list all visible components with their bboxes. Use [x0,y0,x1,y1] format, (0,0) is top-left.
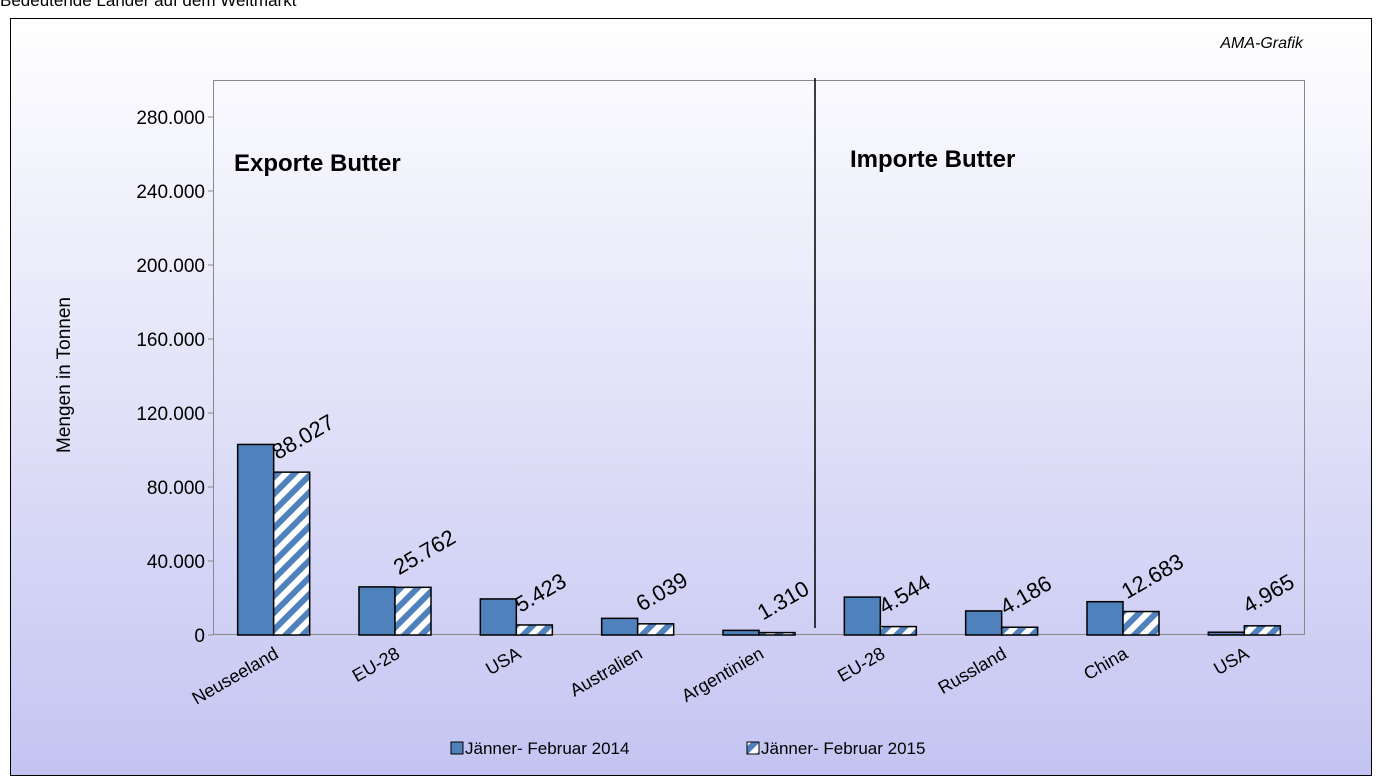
bar [1000,626,1039,636]
annotation: Exporte Butter [234,150,401,177]
bar [1243,625,1282,636]
chart-frame [10,18,1372,776]
legend-label: Jänner- Februar 2015 [761,739,925,758]
bar [236,443,275,636]
bar [636,623,675,636]
bar [843,596,882,636]
y-tick-label: 80.000 [147,478,205,499]
bar [479,598,518,636]
bar [1207,631,1246,636]
source-note: AMA-Grafik [1219,35,1304,52]
bar [722,629,760,636]
y-axis-label: Mengen in Tonnen [54,297,75,453]
y-tick-label: 160.000 [136,330,205,351]
y-tick-label: 280.000 [136,108,205,129]
bar [515,624,554,636]
legend-swatch [450,741,464,755]
bar [964,610,1003,636]
chart-title: Bedeutende Länder auf dem Weltmarkt [0,0,297,10]
bar [272,471,311,636]
y-tick-label: 200.000 [136,256,205,277]
legend-swatch [746,741,760,755]
y-tick-label: 120.000 [136,404,205,425]
bar [600,617,639,636]
bar [879,625,918,636]
bar [394,586,432,636]
annotation: Importe Butter [850,146,1015,173]
bar [758,631,796,636]
bar [1086,600,1124,636]
bar [358,586,396,636]
legend-label: Jänner- Februar 2014 [465,739,629,758]
y-tick-label: 40.000 [147,552,205,573]
y-tick-label: 240.000 [136,182,205,203]
y-tick-label: 0 [194,626,205,647]
bar [1122,610,1160,636]
